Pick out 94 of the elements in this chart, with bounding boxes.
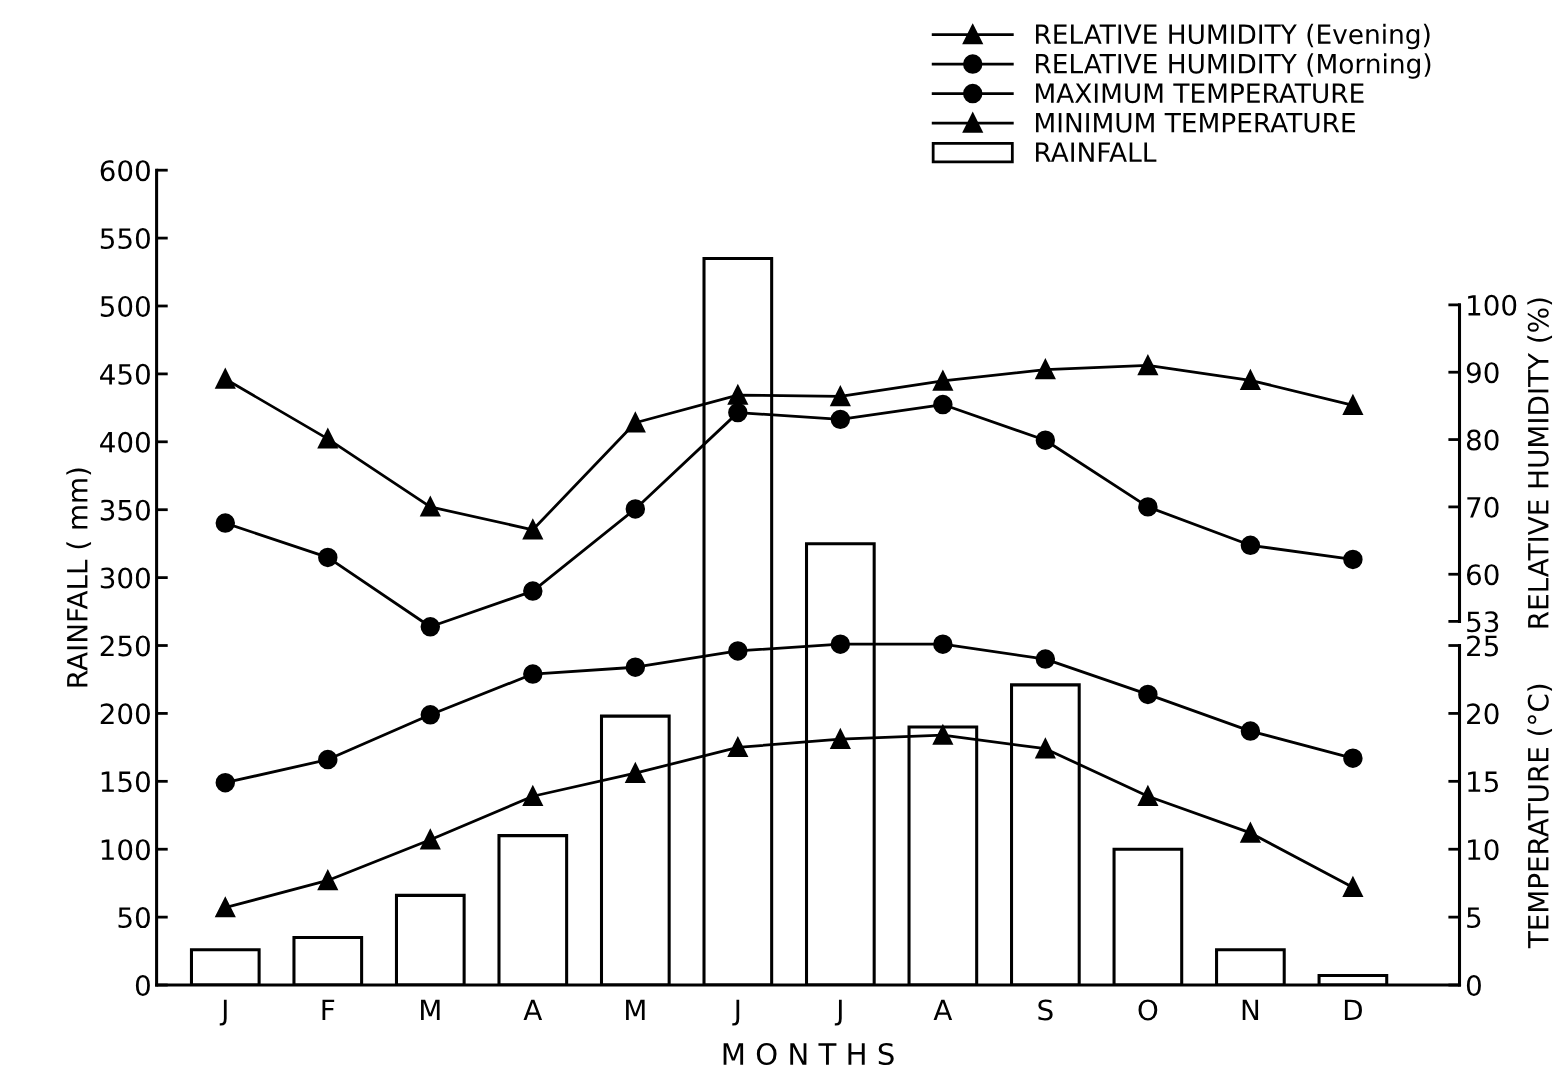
point xyxy=(933,371,953,391)
y-tick-label: 0 xyxy=(135,974,150,996)
y-tick-label: 200 xyxy=(100,703,150,725)
point xyxy=(1138,497,1158,517)
y2-tick-label: 90 xyxy=(1466,362,1499,384)
point xyxy=(728,641,748,661)
y3-tick-label: 20 xyxy=(1467,703,1499,725)
point xyxy=(420,497,441,517)
x-tick-label: J xyxy=(732,999,740,1026)
x-tick-label: F xyxy=(322,999,335,1021)
y3-tick-label: 15 xyxy=(1468,771,1498,793)
point xyxy=(625,763,646,783)
y2-axis-title: RELATIVE HUMIDITY (%) xyxy=(1527,298,1553,628)
y2-tick-label: 100 xyxy=(1468,294,1517,316)
y-tick-label: 500 xyxy=(100,295,150,317)
y-tick-label: 600 xyxy=(100,160,150,182)
point xyxy=(523,664,543,684)
point xyxy=(830,386,851,407)
y3-tick-label: 10 xyxy=(1468,839,1499,861)
point xyxy=(523,581,543,601)
point xyxy=(522,784,544,806)
point xyxy=(215,513,236,533)
y-tick-label: 350 xyxy=(100,499,150,521)
point xyxy=(420,829,441,850)
point xyxy=(1343,395,1363,415)
x-tick-label: D xyxy=(1344,999,1362,1021)
point xyxy=(318,547,338,568)
point xyxy=(215,369,236,389)
point xyxy=(1035,430,1056,450)
x-tick-label: O xyxy=(1138,999,1158,1021)
y3-tick-label: 5 xyxy=(1467,907,1481,929)
x-tick-label: A xyxy=(933,999,953,1021)
point xyxy=(933,725,953,745)
y2-tick-label: 70 xyxy=(1467,496,1499,518)
x-tick-label: M xyxy=(626,999,645,1021)
point xyxy=(1240,823,1261,843)
y2-tick-label: 60 xyxy=(1467,564,1499,586)
y3-tick-label: 25 xyxy=(1467,635,1498,657)
point xyxy=(1035,649,1056,669)
y-tick-label: 300 xyxy=(100,567,150,589)
y2-tick-label: 53 xyxy=(1467,611,1499,633)
x-tick-label: J xyxy=(834,999,842,1026)
point xyxy=(318,870,338,891)
point xyxy=(215,772,236,793)
point xyxy=(1343,748,1363,768)
point xyxy=(1239,368,1261,391)
y-tick-label: 100 xyxy=(101,839,150,861)
y-axis-title: RAINFALL ( mm) xyxy=(66,468,92,687)
y3-axis-title: TEMPERATURE (°C) xyxy=(1527,684,1553,949)
legend-label: MAXIMUM TEMPERATURE xyxy=(1036,83,1364,104)
point xyxy=(318,429,338,449)
point xyxy=(625,413,646,433)
legend-label: RAINFALL xyxy=(1036,142,1157,162)
x-tick-label: J xyxy=(219,999,227,1026)
point xyxy=(625,657,646,677)
point xyxy=(1240,535,1261,556)
point xyxy=(1035,359,1056,380)
point xyxy=(830,729,851,749)
x-tick-label: N xyxy=(1242,999,1259,1021)
point xyxy=(1240,721,1261,741)
y-tick-label: 400 xyxy=(100,431,150,453)
point xyxy=(318,749,338,770)
point xyxy=(830,634,851,654)
point xyxy=(830,409,851,430)
point xyxy=(1342,875,1364,897)
y-tick-label: 550 xyxy=(100,228,150,250)
point xyxy=(728,402,748,423)
point xyxy=(523,520,543,540)
x-axis-title: M O N T H S xyxy=(723,1042,894,1066)
x-tick-label: M xyxy=(421,999,440,1021)
legend-label: MINIMUM TEMPERATURE xyxy=(1036,113,1355,133)
point xyxy=(933,394,953,415)
point xyxy=(1138,355,1158,376)
x-tick-label: A xyxy=(523,999,543,1021)
point xyxy=(728,385,748,405)
y3-tick-label: 0 xyxy=(1466,974,1481,996)
point xyxy=(1137,784,1159,806)
y-tick-label: 250 xyxy=(100,635,150,657)
point xyxy=(420,705,441,725)
point xyxy=(1343,549,1363,570)
y2-tick-label: 80 xyxy=(1466,429,1499,451)
point xyxy=(215,897,236,918)
x-tick-label: S xyxy=(1038,999,1053,1021)
legend-label: RELATIVE HUMIDITY (Evening) xyxy=(1036,23,1430,50)
point xyxy=(625,499,646,519)
y-tick-label: 450 xyxy=(100,363,150,385)
point xyxy=(420,617,441,637)
point xyxy=(933,634,953,654)
point xyxy=(1138,684,1158,705)
y-tick-label: 50 xyxy=(118,907,150,929)
legend-label: RELATIVE HUMIDITY (Morning) xyxy=(1036,53,1431,79)
point xyxy=(1035,739,1056,759)
point xyxy=(728,737,748,758)
y-tick-label: 150 xyxy=(101,771,150,793)
